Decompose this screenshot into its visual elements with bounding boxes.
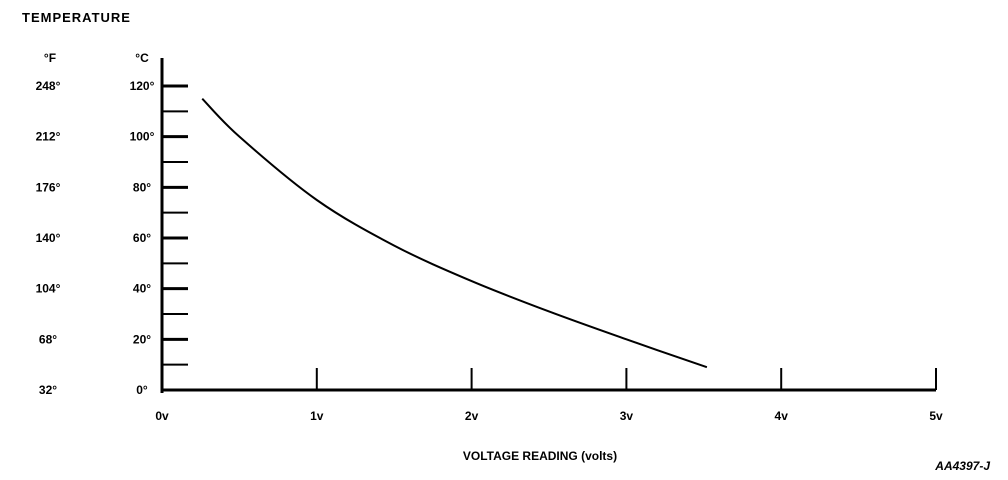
y-tick-label-fahrenheit: 212° [36,130,61,144]
fahrenheit-unit-label: °F [44,51,56,65]
temperature-curve [201,97,708,369]
tick-labels: 0v 1v 2v 3v 4v 5v 0° 32° 20° 68° 40° 104° 60° 140° 80°… [36,79,943,423]
y-tick-label-celsius: 100° [130,130,155,144]
celsius-unit-label: °C [135,51,149,65]
y-tick-label-celsius: 20° [133,332,151,346]
y-tick-label-celsius: 0° [136,383,148,397]
y-tick-label-fahrenheit: 32° [39,383,57,397]
y-tick-label-celsius: 120° [130,79,155,93]
x-tick-label: 4v [775,409,789,423]
y-tick-label-fahrenheit: 104° [36,282,61,296]
x-tick-label: 0v [155,409,169,423]
y-tick-label-celsius: 40° [133,282,151,296]
x-tick-label: 1v [310,409,324,423]
y-tick-label-celsius: 60° [133,231,151,245]
x-tick-label: 2v [465,409,479,423]
y-tick-label-celsius: 80° [133,180,151,194]
figure-id: AA4397-J [934,459,990,473]
y-tick-label-fahrenheit: 176° [36,180,61,194]
axes [160,58,937,393]
x-tick-label: 5v [929,409,943,423]
y-tick-label-fahrenheit: 140° [36,231,61,245]
y-tick-label-fahrenheit: 248° [36,79,61,93]
x-axis-label: VOLTAGE READING (volts) [463,449,617,463]
y-tick-label-fahrenheit: 68° [39,332,57,346]
x-tick-label: 3v [620,409,634,423]
chart-title: TEMPERATURE [22,10,131,25]
